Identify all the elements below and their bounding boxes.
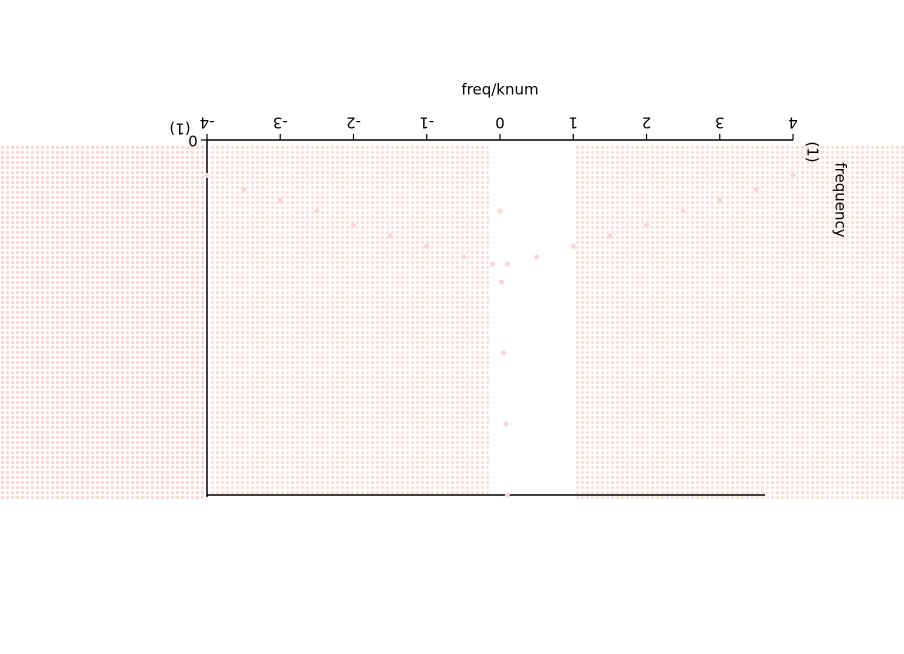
x-tick-label: 2 [642, 114, 652, 132]
y-tick-label: 0 [188, 132, 198, 150]
point [351, 222, 356, 228]
x-axis-label: freq/knum [461, 81, 538, 99]
point [460, 254, 466, 260]
y-axis-label: frequency [832, 162, 850, 237]
x-tick-label: -2 [346, 114, 361, 132]
point [498, 279, 504, 285]
point [387, 233, 393, 239]
point [504, 261, 510, 267]
x-unit: (1) [169, 120, 190, 138]
point [680, 208, 686, 214]
x-tick-label: -4 [200, 114, 215, 132]
point [204, 173, 210, 178]
point [241, 187, 247, 193]
point [717, 197, 723, 203]
x-tick-label: 3 [715, 114, 725, 132]
point [570, 244, 576, 249]
y-unit: (1) [804, 141, 822, 162]
x-tick-label: -1 [419, 114, 434, 132]
point [503, 421, 509, 427]
background-dots [0, 145, 207, 500]
point [753, 187, 759, 193]
point [790, 173, 796, 178]
point [497, 208, 503, 214]
x-tick-label: -3 [273, 114, 288, 132]
point [534, 254, 540, 260]
point [504, 492, 510, 498]
point [424, 244, 430, 249]
point [490, 261, 496, 267]
background-dots [575, 145, 904, 500]
point [501, 350, 507, 356]
point [607, 233, 613, 239]
x-tick-label: 1 [568, 114, 578, 132]
point [644, 222, 649, 228]
point [277, 197, 283, 203]
x-tick-label: 4 [788, 114, 798, 132]
x-tick-label: 0 [495, 114, 505, 132]
background-dots [210, 145, 490, 495]
point [314, 208, 320, 214]
